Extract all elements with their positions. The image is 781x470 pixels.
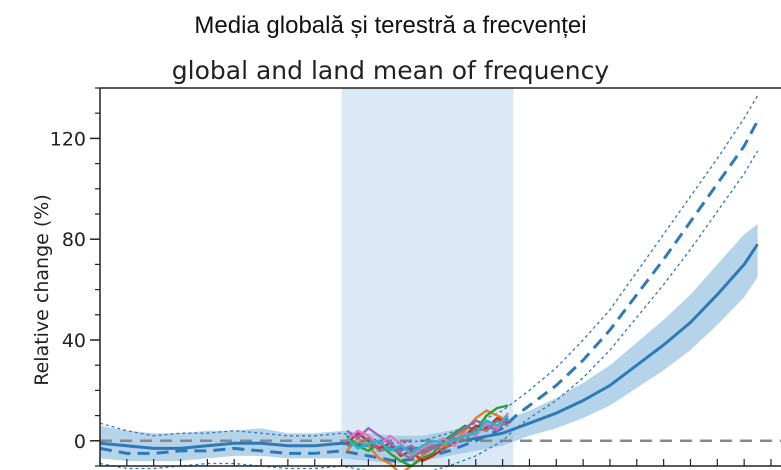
y-axis-label: Relative change (%)	[31, 194, 53, 386]
y-tick-label-80: 80	[62, 229, 86, 251]
uncertainty-band-0	[100, 224, 758, 464]
y-tick-label-120: 120	[50, 128, 86, 150]
chart-title: global and land mean of frequency	[171, 56, 610, 85]
y-tick-label-40: 40	[62, 330, 86, 352]
observation-line-5	[346, 419, 509, 460]
highlight-period	[341, 88, 514, 466]
y-tick-label-0: 0	[74, 431, 86, 453]
upper-bound-line-1	[99, 95, 759, 444]
series-line-1	[99, 120, 759, 463]
translated-title: Media globală și terestră a frecvenței	[194, 12, 587, 39]
observation-line-3	[346, 417, 509, 455]
observation-line-6	[346, 414, 509, 455]
